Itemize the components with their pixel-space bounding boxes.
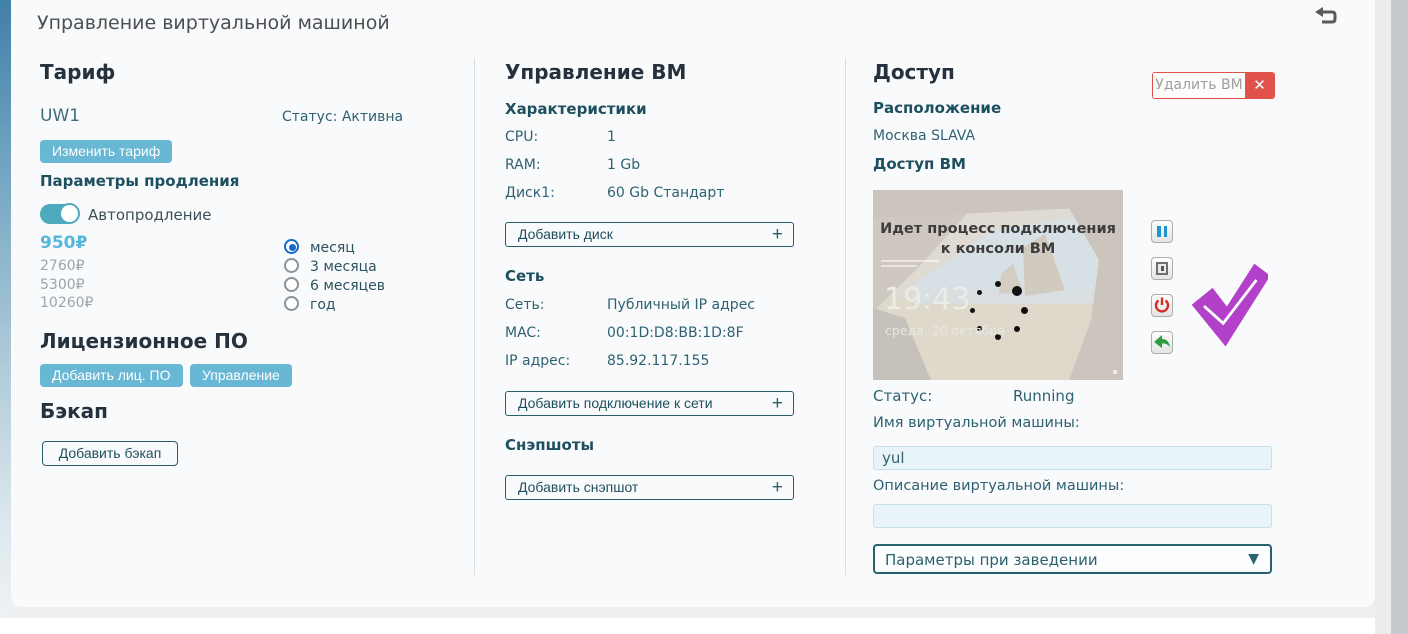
chevron-down-icon: ▼	[1248, 551, 1259, 567]
vm-heading: Управление ВМ	[505, 60, 687, 84]
spinner-dot	[1014, 326, 1020, 332]
location-value: Москва SLAVA	[873, 128, 976, 144]
lockscreen-corner-icon	[1113, 370, 1117, 374]
tariff-heading: Тариф	[40, 60, 116, 84]
plus-icon: +	[771, 224, 783, 245]
network-label: IP адрес:	[505, 353, 571, 369]
lockscreen-date: среда, 20 октября	[885, 323, 1005, 338]
change-tariff-button[interactable]: Изменить тариф	[40, 140, 173, 163]
scrollbar-thumb[interactable]	[1391, 0, 1408, 634]
vm-name-label: Имя виртуальной машины:	[873, 415, 1080, 431]
column-divider	[474, 58, 475, 575]
spec-value: 1 Gb	[607, 157, 641, 173]
radio-month-label: месяц	[310, 240, 355, 256]
price-year: 10260₽	[40, 295, 94, 311]
location-heading: Расположение	[873, 99, 1002, 117]
spec-label: RAM:	[505, 157, 541, 173]
specs-heading: Характеристики	[505, 100, 647, 118]
toggle-knob	[59, 203, 80, 224]
plus-icon: +	[771, 477, 783, 498]
spec-label: Диск1:	[505, 185, 555, 201]
scrollbar-track[interactable]	[1375, 0, 1391, 634]
lockscreen-clock: 19:43	[884, 282, 971, 317]
close-icon: ✕	[1245, 73, 1274, 98]
spinner-dot	[995, 334, 1001, 340]
page-title: Управление виртуальной машиной	[37, 12, 390, 34]
renewal-heading: Параметры продления	[40, 172, 240, 190]
console-screenshot-scene	[873, 190, 1123, 380]
vm-description-input[interactable]	[873, 504, 1272, 528]
spinner-dot	[1021, 307, 1028, 314]
delete-vm-button[interactable]: Удалить ВМ ✕	[1152, 72, 1275, 99]
vm-name-input[interactable]	[873, 446, 1272, 470]
power-vm-button[interactable]	[1151, 294, 1173, 317]
price-3months: 2760₽	[40, 258, 85, 274]
vm-status-value: Running	[1013, 387, 1075, 405]
spinner-dot	[995, 281, 1001, 287]
spinner-dot	[1012, 286, 1022, 296]
network-value: Публичный IP адрес	[607, 297, 755, 313]
radio-6months[interactable]	[284, 277, 299, 292]
add-disk-button[interactable]: Добавить диск +	[505, 222, 794, 247]
return-button[interactable]	[1314, 6, 1340, 32]
radio-year-label: год	[310, 297, 336, 313]
network-heading: Сеть	[505, 267, 545, 285]
network-value: 00:1D:D8:BB:1D:8F	[607, 325, 744, 341]
radio-3months[interactable]	[284, 258, 299, 273]
tariff-status: Статус: Активна	[282, 109, 404, 125]
radio-3months-label: 3 месяца	[310, 259, 377, 275]
add-snapshot-button[interactable]: Добавить снэпшот +	[505, 475, 794, 500]
radio-6months-label: 6 месяцев	[310, 278, 386, 294]
add-license-button[interactable]: Добавить лиц. ПО	[40, 364, 183, 387]
setup-params-dropdown[interactable]: Параметры при заведении ▼	[873, 544, 1272, 574]
vm-access-heading: Доступ ВМ	[873, 155, 966, 173]
price-month: 950₽	[40, 233, 88, 253]
spinner-dot	[977, 290, 982, 295]
price-6months: 5300₽	[40, 277, 85, 293]
add-network-button[interactable]: Добавить подключение к сети +	[505, 391, 794, 416]
pause-icon	[1157, 226, 1167, 237]
snapshots-heading: Снэпшоты	[505, 436, 595, 454]
vm-status-label: Статус:	[873, 387, 933, 405]
add-backup-button[interactable]: Добавить бэкап	[42, 441, 178, 466]
manage-license-button[interactable]: Управление	[190, 364, 292, 387]
network-label: Сеть:	[505, 297, 545, 313]
lockscreen-text-line	[881, 260, 939, 262]
console-display-button[interactable]	[1151, 257, 1173, 280]
spec-value: 1	[607, 129, 616, 145]
display-icon	[1156, 262, 1168, 275]
autorenew-toggle[interactable]	[40, 203, 80, 224]
pause-vm-button[interactable]	[1151, 220, 1173, 243]
lockscreen-text-line	[881, 265, 917, 267]
network-value: 85.92.117.155	[607, 353, 710, 369]
spec-value: 60 Gb Стандарт	[607, 185, 725, 201]
radio-month[interactable]	[284, 239, 299, 254]
spinner-dot	[977, 326, 982, 331]
access-heading: Доступ	[873, 60, 955, 84]
spinner-dot	[970, 308, 975, 313]
spec-label: CPU:	[505, 129, 539, 145]
backup-heading: Бэкап	[40, 399, 108, 423]
revert-vm-button[interactable]	[1151, 331, 1173, 354]
left-accent-bar	[0, 0, 11, 618]
vm-description-label: Описание виртуальной машины:	[873, 478, 1125, 494]
purple-checkmark-overlay	[1191, 254, 1271, 358]
return-icon	[1315, 7, 1339, 33]
column-divider	[845, 58, 846, 575]
plan-name: UW1	[40, 106, 81, 126]
network-label: MAC:	[505, 325, 541, 341]
vm-console-thumbnail[interactable]: Идет процесс подключения к консоли ВМ 19…	[873, 190, 1123, 380]
license-heading: Лицензионное ПО	[40, 329, 248, 353]
console-connect-message: Идет процесс подключения к консоли ВМ	[880, 221, 1116, 257]
autorenew-label: Автопродление	[88, 206, 212, 224]
radio-year[interactable]	[284, 296, 299, 311]
plus-icon: +	[771, 393, 783, 414]
